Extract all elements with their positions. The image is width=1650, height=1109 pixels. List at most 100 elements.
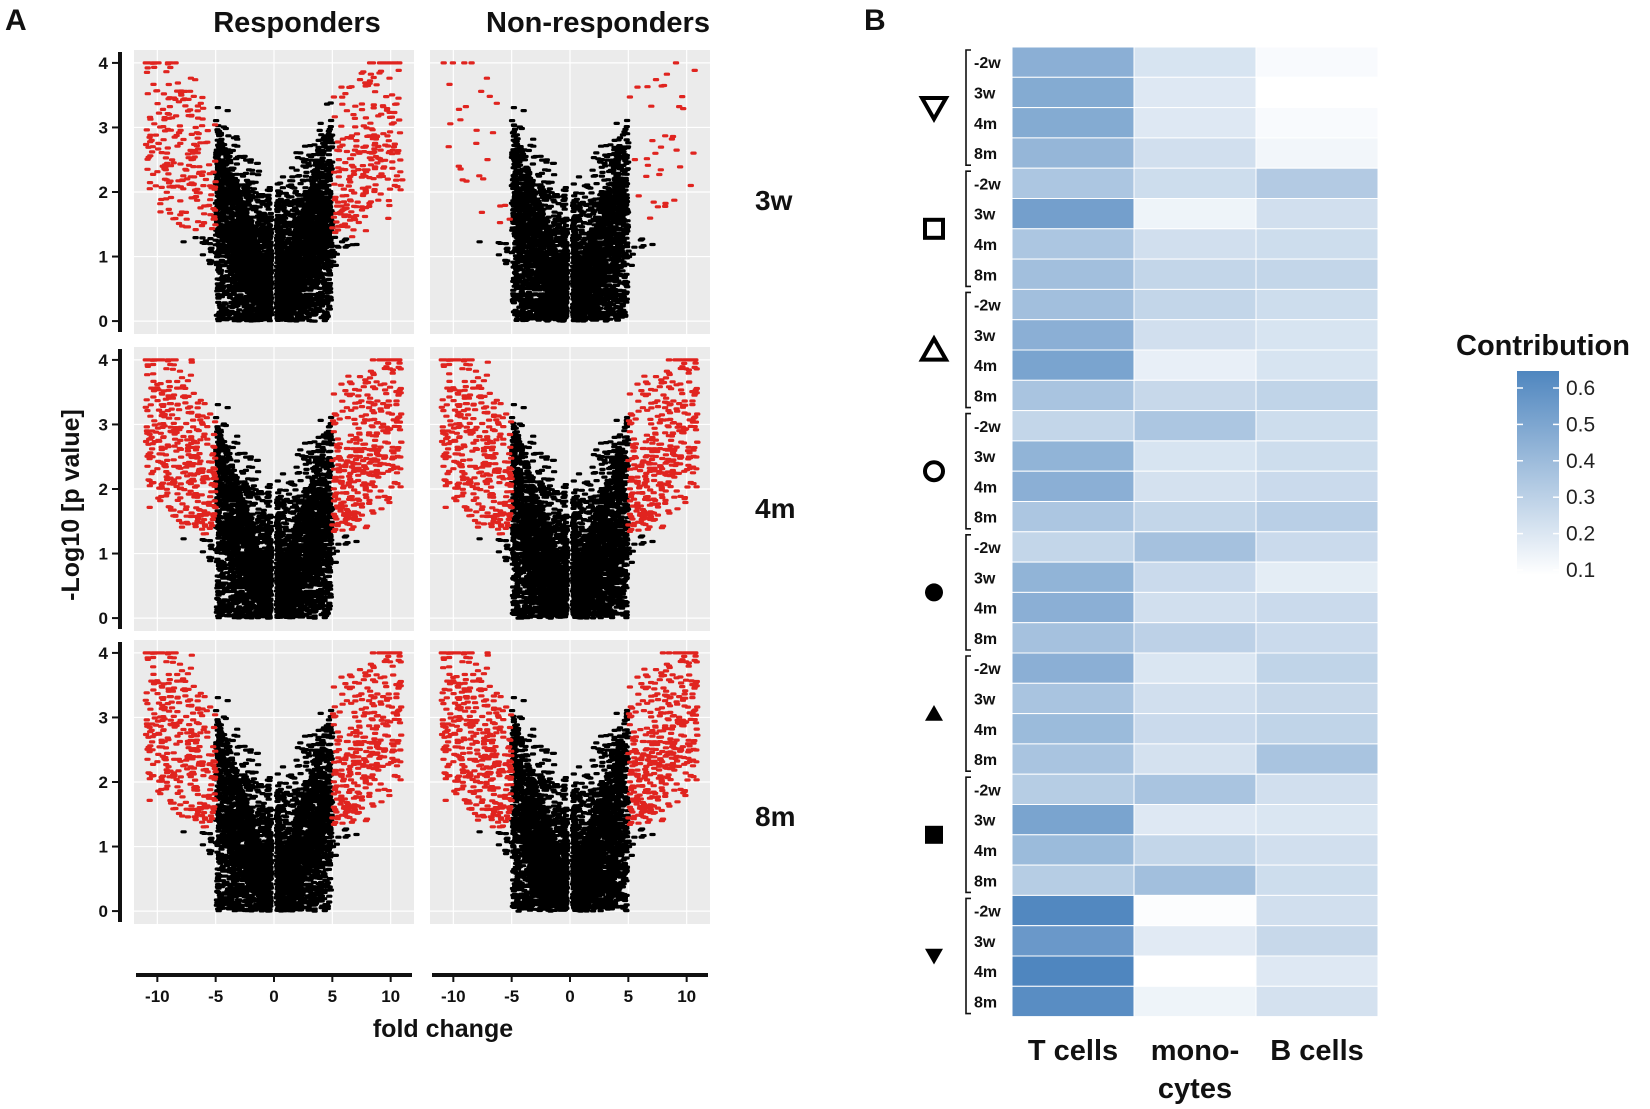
heatmap-cell (1255, 864, 1379, 896)
heatmap-cell (1011, 167, 1135, 199)
heatmap-cell (1255, 622, 1379, 654)
x-tick-label: 5 (328, 987, 337, 1006)
y-tick-label: 3 (99, 708, 108, 727)
heatmap-cell (1133, 682, 1257, 715)
heatmap-cell (1011, 713, 1135, 745)
heatmap-cell (1133, 379, 1257, 412)
heatmap-row-label: 3w (974, 449, 996, 466)
heatmap-row-label: 4m (974, 116, 997, 133)
group-bracket (965, 776, 971, 894)
heatmap-cell (1255, 561, 1379, 593)
heatmap-row-label: 4m (974, 237, 997, 254)
heatmap-cell (1011, 743, 1135, 775)
heatmap-cell (1255, 713, 1379, 745)
x-tick-label: -10 (441, 987, 466, 1006)
group-bracket (965, 412, 971, 530)
non-significant-points (476, 696, 656, 913)
heatmap-cell (1255, 652, 1379, 684)
heatmap-row-label: 3w (974, 813, 996, 830)
heatmap-cell (1011, 76, 1135, 109)
legend-tick-label: 0.5 (1566, 413, 1595, 436)
y-tick-label: 3 (99, 415, 108, 434)
heatmap-cell (1133, 713, 1257, 745)
heatmap-cell (1011, 804, 1135, 836)
heatmap-row-label: 4m (974, 843, 997, 860)
heatmap-cell (1011, 682, 1135, 715)
row-label-3w: 3w (755, 185, 793, 216)
heatmap-cell (1133, 652, 1257, 684)
heatmap-cell (1133, 501, 1257, 533)
volcano-facet (134, 50, 414, 334)
heatmap-cell (1255, 501, 1379, 533)
heatmap-cell (1255, 167, 1379, 199)
heatmap-cell (1133, 349, 1257, 381)
heatmap-cell (1133, 470, 1257, 503)
heatmap-cell (1133, 804, 1257, 836)
volcano-facet (134, 347, 414, 631)
heatmap-row-label: 8m (974, 873, 997, 890)
volcano-facet (430, 640, 710, 924)
y-tick-label: 4 (99, 351, 109, 370)
significant-points (142, 61, 406, 239)
heatmap-cell (1133, 561, 1257, 593)
y-tick-label: 1 (99, 545, 108, 564)
heatmap-cell (1133, 743, 1257, 775)
heatmap-cell (1011, 955, 1135, 987)
volcano-panel: Responders Non-responders 3w 4m 8m -Log1… (57, 7, 795, 1043)
heatmap-cell (1133, 591, 1257, 624)
y-tick-label: 1 (99, 838, 108, 857)
heatmap-cell (1011, 349, 1135, 381)
heatmap-cell (1133, 440, 1257, 472)
heatmap-cell (1133, 46, 1257, 78)
heatmap-cell (1133, 834, 1257, 866)
panel-letter-b: B (864, 4, 886, 37)
open-square-icon (923, 217, 945, 240)
heatmap-cell (1011, 258, 1135, 290)
filled-triangle-down-icon (925, 948, 943, 965)
heatmap-cell (1011, 137, 1135, 169)
heatmap-cell (1011, 985, 1135, 1018)
open-circle-icon (923, 460, 945, 483)
heatmap-row-label: -2w (974, 298, 1001, 315)
heatmap-cell (1133, 198, 1257, 230)
heatmap-row-label: 4m (974, 722, 997, 739)
y-tick-label: 2 (99, 183, 108, 202)
filled-square-icon (925, 825, 943, 844)
heatmap-cell (1255, 410, 1379, 442)
group-bracket (965, 897, 971, 1015)
heatmap-cell (1255, 743, 1379, 775)
contribution-legend: Contribution 0.6 0.5 0.4 0.3 0.2 0.1 (1456, 330, 1630, 582)
heatmap-cell (1255, 137, 1379, 169)
heatmap-cell (1255, 440, 1379, 472)
heatmap-cell (1133, 773, 1257, 806)
x-axis-title: fold change (373, 1015, 513, 1043)
heatmap-row-label: 8m (974, 510, 997, 527)
heatmap-cell (1255, 319, 1379, 351)
heatmap-row-label: 4m (974, 964, 997, 981)
heatmap-cell (1133, 410, 1257, 442)
x-tick-label: 10 (381, 987, 400, 1006)
heatmap-cell (1133, 228, 1257, 260)
heatmap-row-label: -2w (974, 176, 1001, 193)
y-tick-label: 0 (99, 312, 108, 331)
column-title-non-responders: Non-responders (486, 7, 710, 39)
heatmap-cell (1011, 834, 1135, 866)
heatmap-cell (1255, 591, 1379, 624)
heatmap-row-label: -2w (974, 419, 1001, 436)
y-tick-label: 0 (99, 609, 108, 628)
row-label-8m: 8m (755, 801, 795, 832)
heatmap-cell (1133, 107, 1257, 139)
heatmap-cell (1011, 894, 1135, 927)
heatmap-row-label: 3w (974, 570, 996, 587)
heatmap-cell (1255, 258, 1379, 290)
significant-points (142, 651, 405, 829)
y-tick-label: 0 (99, 902, 108, 921)
heatmap-cell (1255, 76, 1379, 109)
heatmap-row-label: 8m (974, 752, 997, 769)
significant-points (142, 358, 405, 536)
non-significant-points (180, 696, 360, 913)
volcano-facet (134, 640, 414, 924)
heatmap-cell (1011, 410, 1135, 442)
heatmap-cell (1011, 470, 1135, 503)
significant-points (438, 651, 701, 829)
